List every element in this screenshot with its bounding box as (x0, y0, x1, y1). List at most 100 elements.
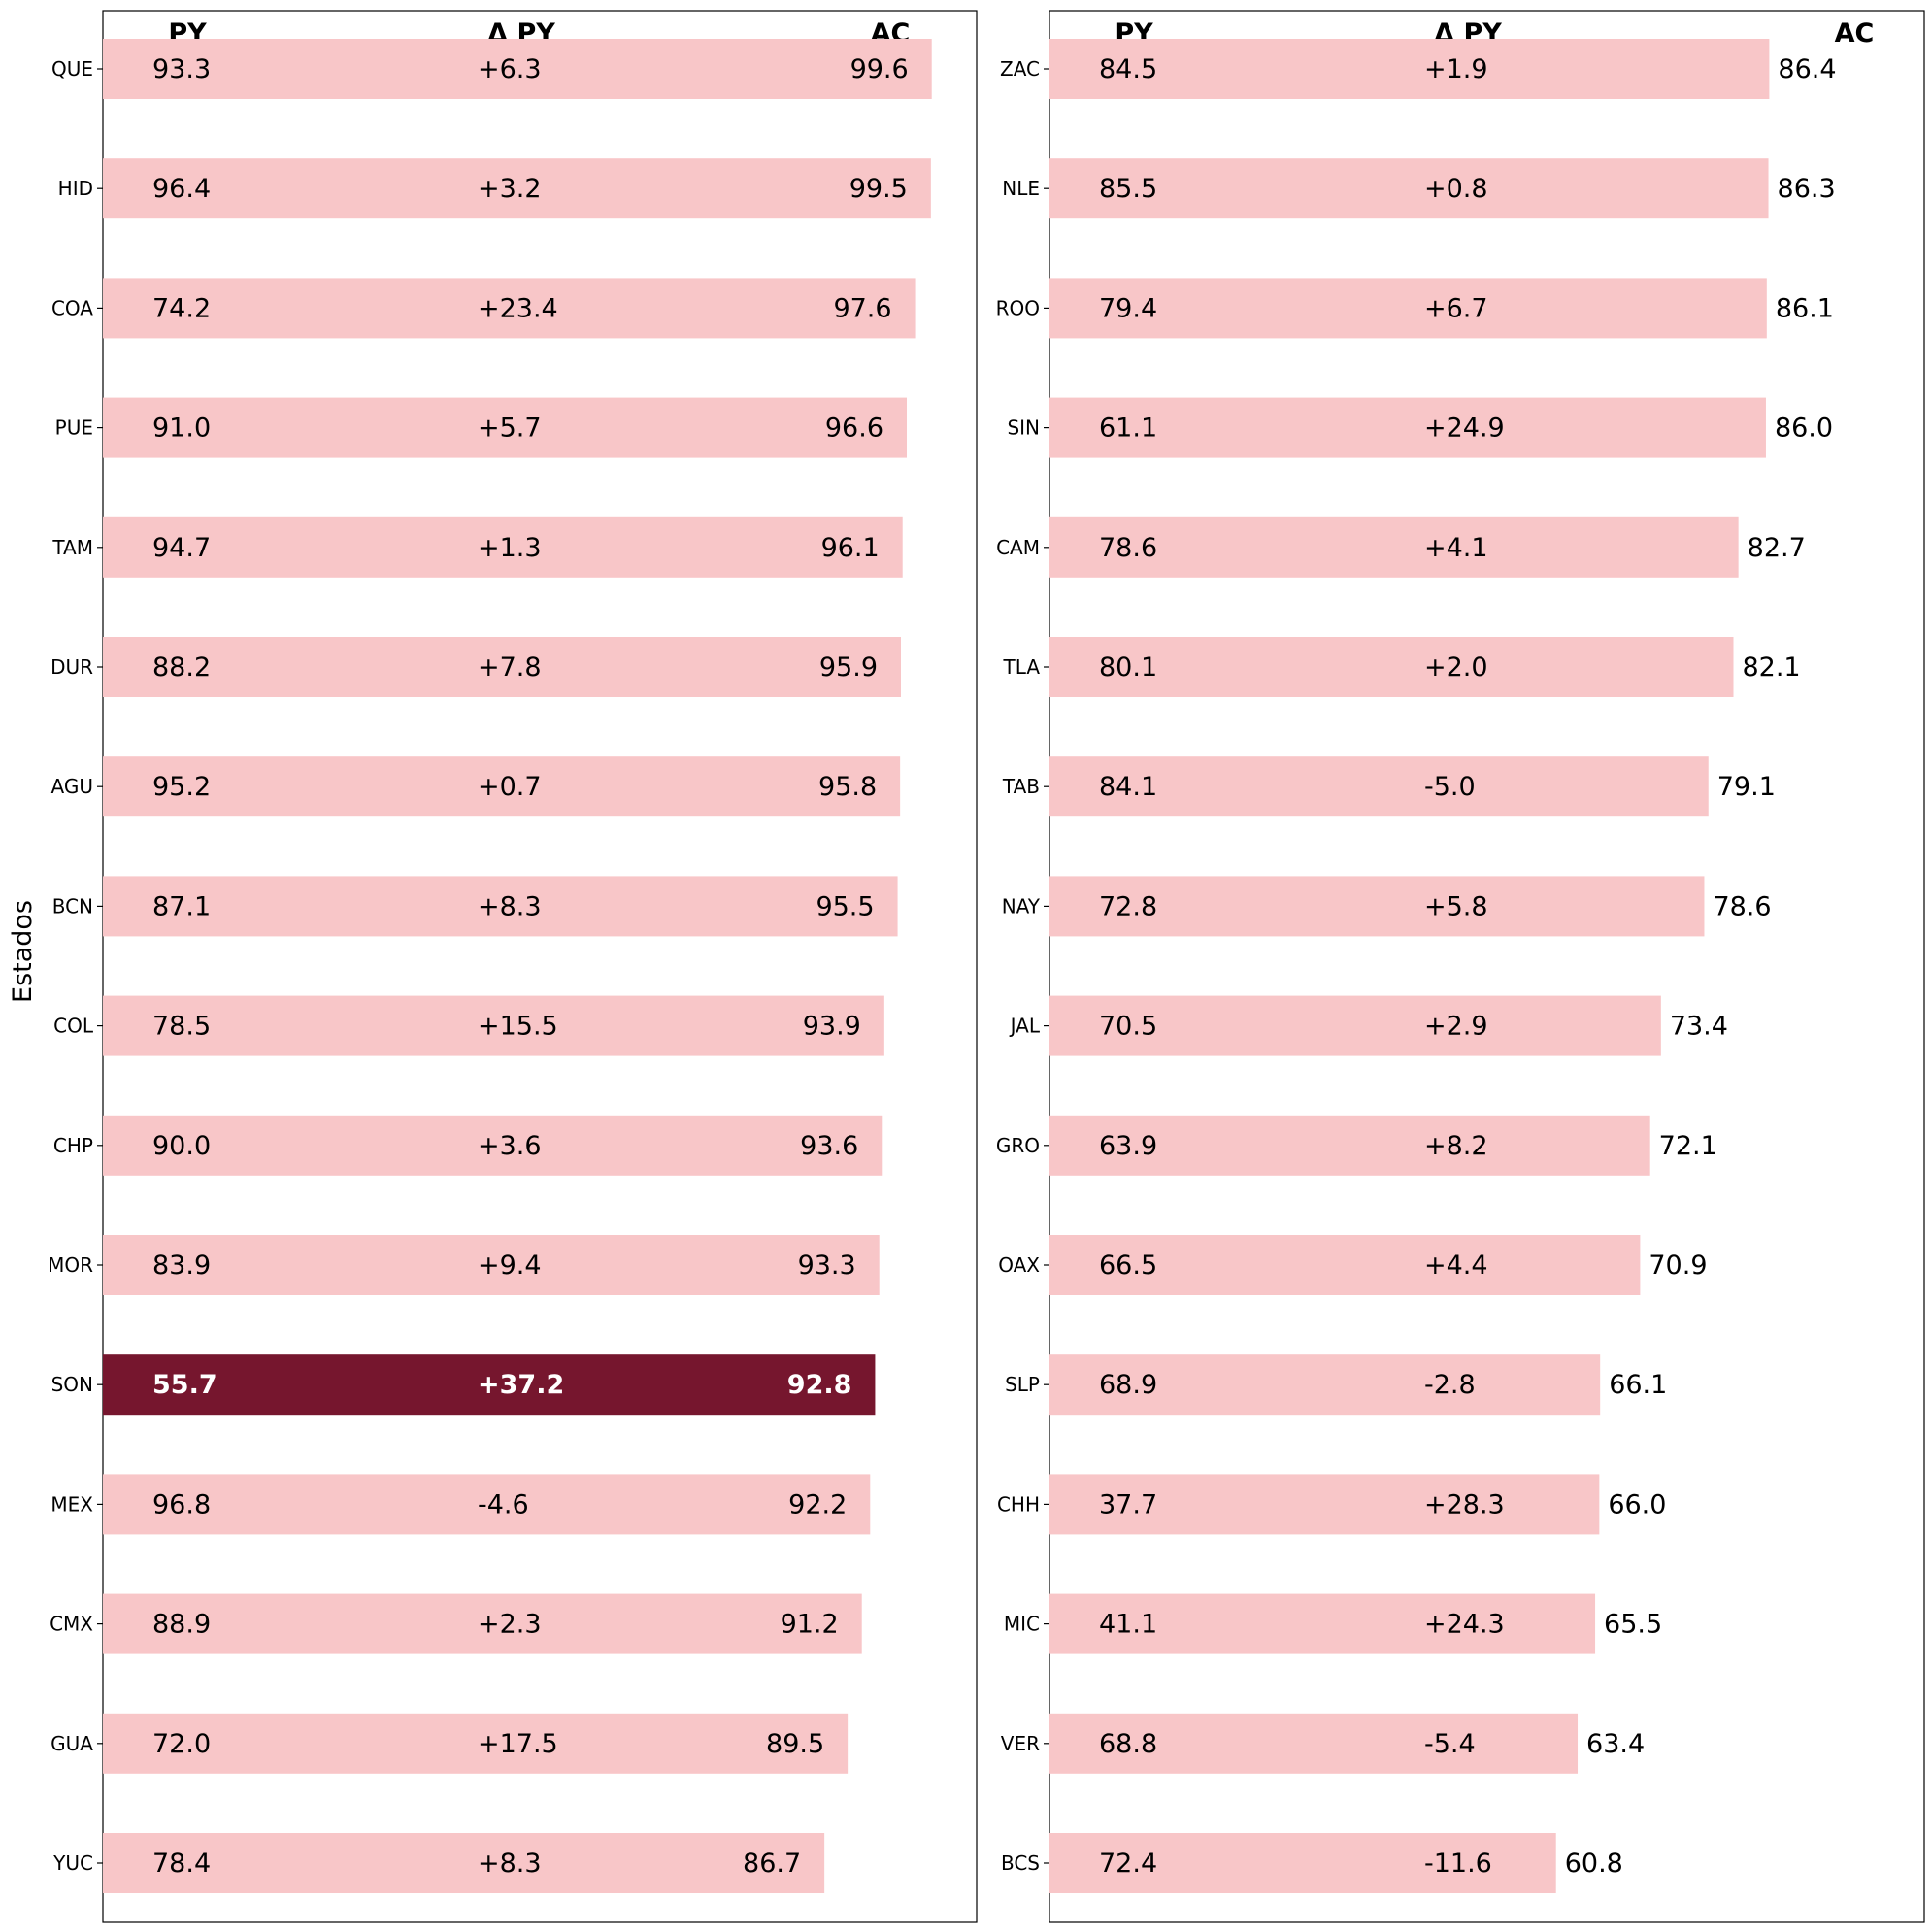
delta-py-value: -4.6 (478, 1489, 529, 1519)
delta-py-value: +9.4 (478, 1250, 542, 1281)
ac-value: 86.0 (1775, 414, 1833, 444)
py-value: 68.8 (1099, 1729, 1157, 1759)
bar-gro (1049, 1115, 1650, 1176)
delta-py-value: +8.2 (1424, 1131, 1488, 1161)
bar-bcs (1049, 1833, 1556, 1893)
ac-value: 78.6 (1713, 891, 1771, 921)
py-value: 84.5 (1099, 54, 1157, 84)
y-axis-label: Estados (8, 900, 38, 1003)
bar-ver (1049, 1713, 1579, 1774)
py-value: 72.4 (1099, 1849, 1157, 1879)
ac-value: 66.0 (1608, 1489, 1666, 1519)
py-value: 41.1 (1099, 1610, 1157, 1640)
delta-py-value: -5.4 (1424, 1729, 1476, 1759)
bar-coa (103, 278, 916, 339)
y-tick-label: AGU (51, 775, 93, 798)
ac-value: 93.9 (803, 1012, 861, 1042)
delta-py-value: +28.3 (1424, 1489, 1505, 1519)
delta-py-value: -2.8 (1424, 1370, 1476, 1400)
ac-value: 99.5 (849, 174, 908, 204)
py-value: 88.2 (152, 652, 211, 683)
y-tick-label: SLP (1005, 1373, 1040, 1396)
bar-bcn (103, 876, 898, 937)
y-tick-label: CMX (50, 1613, 93, 1636)
ac-value: 95.8 (818, 772, 877, 802)
py-value: 94.7 (152, 533, 211, 563)
ac-value: 99.6 (850, 54, 909, 84)
ac-value: 91.2 (781, 1610, 839, 1640)
y-tick-label: MIC (1004, 1613, 1040, 1636)
y-tick-label: COA (51, 296, 93, 319)
py-value: 66.5 (1099, 1250, 1157, 1281)
y-tick-label: HID (58, 177, 93, 200)
bar-oax (1049, 1235, 1641, 1295)
ac-value: 86.4 (1778, 54, 1836, 84)
delta-py-value: +23.4 (478, 293, 558, 323)
delta-py-value: +3.2 (478, 174, 542, 204)
ac-value: 86.3 (1778, 174, 1836, 204)
y-tick-label: PUE (55, 416, 93, 440)
y-tick-label: OAX (998, 1253, 1040, 1277)
py-value: 72.0 (152, 1729, 211, 1759)
delta-py-value: -11.6 (1424, 1849, 1492, 1879)
ac-value: 95.5 (816, 891, 874, 921)
delta-py-value: +2.9 (1424, 1012, 1488, 1042)
bar-pue (103, 397, 907, 458)
y-tick-label: ZAC (1000, 57, 1040, 81)
ac-value: 79.1 (1717, 772, 1776, 802)
py-value: 37.7 (1099, 1489, 1157, 1519)
py-value: 72.8 (1099, 891, 1157, 921)
py-value: 79.4 (1099, 293, 1157, 323)
bar-col (103, 995, 884, 1056)
ac-value: 66.1 (1609, 1370, 1667, 1400)
panel-1-frame (102, 10, 978, 1923)
y-tick-label: GRO (996, 1134, 1040, 1157)
bar-cam (1049, 516, 1739, 578)
delta-py-value: +6.7 (1424, 293, 1488, 323)
py-value: 80.1 (1099, 652, 1157, 683)
delta-py-value: +1.9 (1424, 54, 1488, 84)
ac-value: 86.7 (743, 1849, 801, 1879)
ac-value: 60.8 (1565, 1849, 1623, 1879)
y-tick-label: NAY (1002, 894, 1041, 917)
ac-value: 72.1 (1659, 1131, 1717, 1161)
y-tick-label: MOR (48, 1253, 93, 1277)
y-tick-label: ROO (996, 296, 1040, 319)
y-tick-label: CAM (996, 536, 1040, 559)
ac-value: 93.6 (800, 1131, 858, 1161)
bar-mex (103, 1474, 871, 1535)
bar-chh (1049, 1474, 1600, 1535)
bar-mor (103, 1235, 880, 1295)
y-tick-label: NLE (1002, 177, 1040, 200)
py-value: 61.1 (1099, 414, 1157, 444)
py-value: 93.3 (152, 54, 211, 84)
bar-mic (1049, 1593, 1596, 1654)
py-value: 95.2 (152, 772, 211, 802)
bar-tla (1049, 637, 1734, 697)
ac-value: 96.1 (821, 533, 880, 563)
bar-chp (103, 1115, 883, 1176)
y-tick-label: TAM (51, 536, 93, 559)
py-value: 85.5 (1099, 174, 1157, 204)
ac-value: 95.9 (819, 652, 878, 683)
y-tick-label: QUE (51, 57, 93, 81)
delta-py-value: +1.3 (478, 533, 542, 563)
ac-value: 97.6 (833, 293, 891, 323)
py-value: 55.7 (152, 1370, 217, 1400)
delta-py-value: +37.2 (478, 1370, 564, 1400)
delta-py-value: -5.0 (1424, 772, 1476, 802)
y-tick-label: TLA (1003, 655, 1041, 679)
ac-value: 63.4 (1586, 1729, 1645, 1759)
ac-value: 70.9 (1649, 1250, 1707, 1281)
py-value: 87.1 (152, 891, 211, 921)
ac-value: 73.4 (1670, 1012, 1728, 1042)
delta-py-value: +6.3 (478, 54, 542, 84)
py-value: 78.5 (152, 1012, 211, 1042)
py-value: 96.4 (152, 174, 211, 204)
delta-py-value: +5.7 (478, 414, 542, 444)
y-tick-label: SON (51, 1373, 93, 1396)
bar-nle (1049, 158, 1769, 219)
y-tick-label: COL (53, 1015, 94, 1038)
py-value: 78.4 (152, 1849, 211, 1879)
ac-value: 86.1 (1776, 293, 1834, 323)
